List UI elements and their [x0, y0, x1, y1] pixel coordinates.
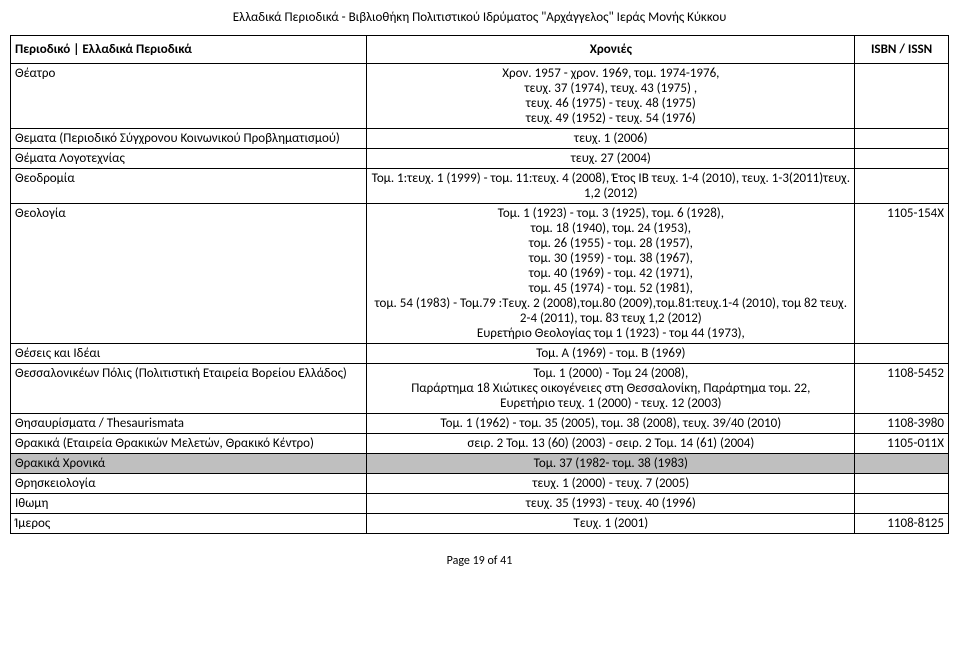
table-header-row: Περιοδικό | Ελλαδικά Περιοδικά Χρονιές I…: [11, 36, 949, 64]
cell-years: σειρ. 2 Τομ. 13 (60) (2003) - σειρ. 2 Το…: [367, 434, 855, 454]
cell-isbn: 1105-011X: [855, 434, 949, 454]
table-row: Θησαυρίσματα / ThesaurismataΤομ. 1 (1962…: [11, 414, 949, 434]
cell-title: Θεοδρομία: [11, 169, 367, 204]
col-header-title: Περιοδικό | Ελλαδικά Περιοδικά: [11, 36, 367, 64]
col-header-isbn: ISBN / ISSN: [855, 36, 949, 64]
cell-years: Τευχ. 1 (2001): [367, 514, 855, 534]
cell-title: Θεματα (Περιοδικό Σύγχρονου Κοινωνικού Π…: [11, 129, 367, 149]
cell-isbn: [855, 149, 949, 169]
cell-years: τευχ. 35 (1993) - τευχ. 40 (1996): [367, 494, 855, 514]
cell-isbn: [855, 129, 949, 149]
table-row: ΊμεροςΤευχ. 1 (2001)1108-8125: [11, 514, 949, 534]
cell-title: Θέματα Λογοτεχνίας: [11, 149, 367, 169]
cell-title: Θρακικά (Εταιρεία Θρακικών Μελετών, Θρακ…: [11, 434, 367, 454]
cell-isbn: 1108-3980: [855, 414, 949, 434]
cell-title: Θέατρο: [11, 64, 367, 129]
cell-years: Τομ. 1 (1962) - τομ. 35 (2005), τομ. 38 …: [367, 414, 855, 434]
cell-isbn: 1105-154X: [855, 204, 949, 344]
cell-title: Ίμερος: [11, 514, 367, 534]
table-row: Θεσσαλονικέων Πόλις (Πολιτιστική Εταιρεί…: [11, 364, 949, 414]
cell-isbn: [855, 344, 949, 364]
cell-years: τευχ. 27 (2004): [367, 149, 855, 169]
cell-isbn: [855, 64, 949, 129]
table-row: ΘέατροΧρον. 1957 - χρον. 1969, τομ. 1974…: [11, 64, 949, 129]
table-row: Θέσεις και ΙδέαιΤομ. Α (1969) - τομ. Β (…: [11, 344, 949, 364]
cell-years: Τομ. Α (1969) - τομ. Β (1969): [367, 344, 855, 364]
table-row: Θρακικά ΧρονικάΤομ. 37 (1982- τομ. 38 (1…: [11, 454, 949, 474]
table-row: ΘεοδρομίαΤομ. 1:τευχ. 1 (1999) - τομ. 11…: [11, 169, 949, 204]
cell-isbn: 1108-5452: [855, 364, 949, 414]
cell-isbn: [855, 169, 949, 204]
cell-isbn: 1108-8125: [855, 514, 949, 534]
cell-years: τευχ. 1 (2006): [367, 129, 855, 149]
cell-title: Θεολογία: [11, 204, 367, 344]
table-row: Θρακικά (Εταιρεία Θρακικών Μελετών, Θρακ…: [11, 434, 949, 454]
periodicals-table: Περιοδικό | Ελλαδικά Περιοδικά Χρονιές I…: [10, 35, 949, 534]
cell-title: Ιθωμη: [11, 494, 367, 514]
page-header: Ελλαδικά Περιοδικά - Βιβλιοθήκη Πολιτιστ…: [10, 10, 949, 25]
table-row: Θεματα (Περιοδικό Σύγχρονου Κοινωνικού Π…: [11, 129, 949, 149]
cell-years: Χρον. 1957 - χρον. 1969, τομ. 1974-1976,…: [367, 64, 855, 129]
table-row: ΘεολογίαΤομ. 1 (1923) - τομ. 3 (1925), τ…: [11, 204, 949, 344]
cell-title: Θρησκειολογία: [11, 474, 367, 494]
cell-title: Θέσεις και Ιδέαι: [11, 344, 367, 364]
cell-years: τευχ. 1 (2000) - τευχ. 7 (2005): [367, 474, 855, 494]
cell-years: Τομ. 1:τευχ. 1 (1999) - τομ. 11:τευχ. 4 …: [367, 169, 855, 204]
table-row: Ιθωμητευχ. 35 (1993) - τευχ. 40 (1996): [11, 494, 949, 514]
cell-isbn: [855, 474, 949, 494]
table-row: Θέματα Λογοτεχνίαςτευχ. 27 (2004): [11, 149, 949, 169]
table-row: Θρησκειολογίατευχ. 1 (2000) - τευχ. 7 (2…: [11, 474, 949, 494]
page-footer: Page 19 of 41: [10, 554, 949, 568]
cell-years: Τομ. 1 (2000) - Τομ 24 (2008), Παράρτημα…: [367, 364, 855, 414]
cell-years: Τομ. 37 (1982- τομ. 38 (1983): [367, 454, 855, 474]
cell-title: Θησαυρίσματα / Thesaurismata: [11, 414, 367, 434]
cell-isbn: [855, 454, 949, 474]
cell-isbn: [855, 494, 949, 514]
cell-title: Θεσσαλονικέων Πόλις (Πολιτιστική Εταιρεί…: [11, 364, 367, 414]
cell-title: Θρακικά Χρονικά: [11, 454, 367, 474]
cell-years: Τομ. 1 (1923) - τομ. 3 (1925), τομ. 6 (1…: [367, 204, 855, 344]
col-header-years: Χρονιές: [367, 36, 855, 64]
